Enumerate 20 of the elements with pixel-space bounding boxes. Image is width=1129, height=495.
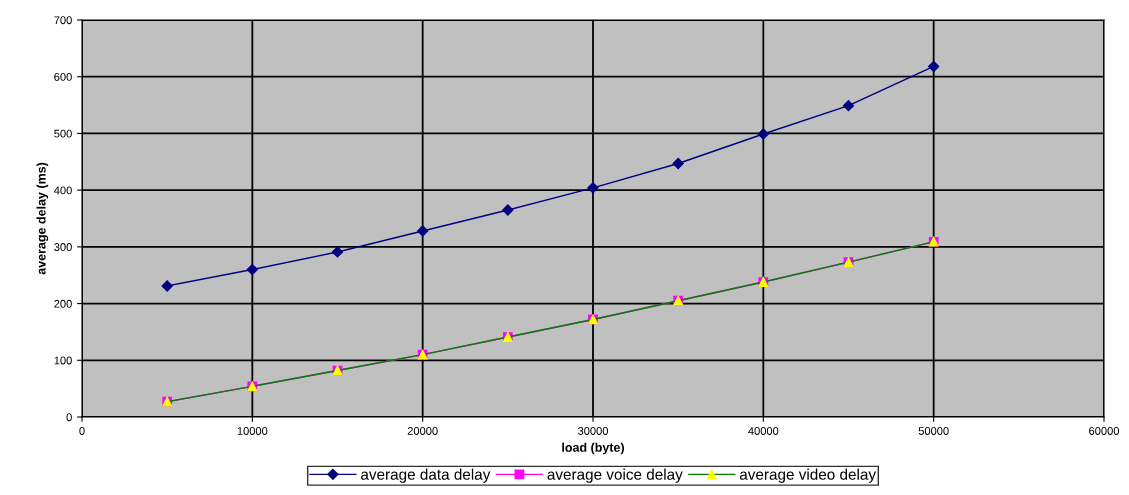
y-tick-label: 300 [54,243,72,251]
y-tick-label: 700 [54,16,72,25]
x-tick-label: 20000 [407,427,438,435]
x-tick-label: 10000 [237,427,268,435]
legend-label: average video delay [739,468,876,483]
y-tick-label: 100 [54,356,72,365]
y-tick-label: 600 [54,72,72,81]
y-tick-label: 400 [54,186,72,195]
x-tick-label: 40000 [748,427,779,435]
y-tick-label: 0 [66,413,72,422]
x-tick-label: 60000 [1089,427,1120,435]
x-axis-title: load (byte) [562,442,624,455]
y-tick-label: 500 [54,129,72,138]
x-tick-label: 50000 [918,427,949,435]
x-tick-label: 30000 [577,427,609,435]
y-axis-title: average delay (ms) [36,162,49,275]
y-tick-label: 200 [54,299,72,308]
legend-label: average voice delay [547,468,683,483]
legend-label: average data delay [361,468,491,483]
x-tick-label: 0 [79,427,85,435]
